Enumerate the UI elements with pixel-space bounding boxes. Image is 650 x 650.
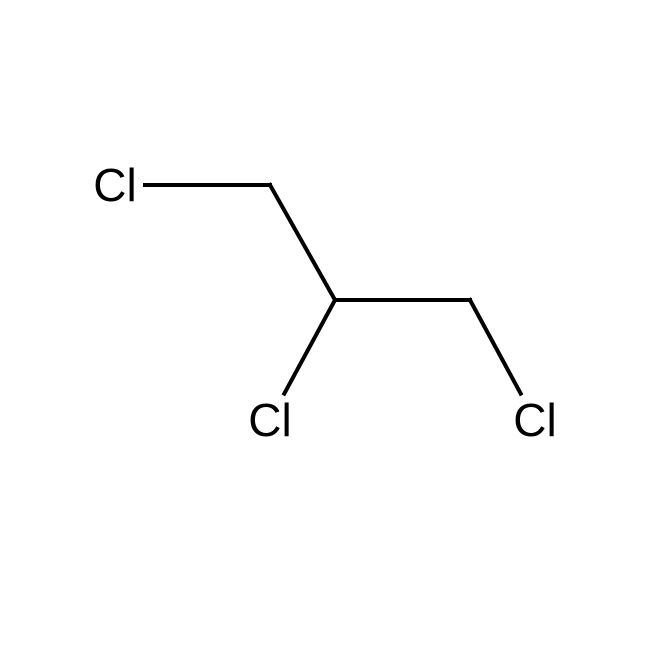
atom-label-cl1: Cl: [93, 158, 136, 212]
molecule-canvas: Cl Cl Cl: [0, 0, 650, 650]
bond: [270, 185, 335, 300]
bond: [284, 300, 335, 394]
bond-layer: [0, 0, 650, 650]
bond: [470, 300, 521, 394]
atom-label-cl3: Cl: [513, 393, 556, 447]
atom-label-cl2: Cl: [248, 393, 291, 447]
